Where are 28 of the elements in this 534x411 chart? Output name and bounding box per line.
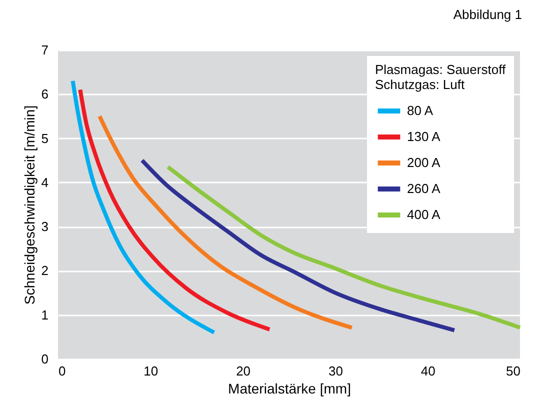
line-series	[70, 78, 216, 335]
line-series	[78, 88, 272, 332]
x-tick-label: 0	[58, 364, 66, 378]
y-tick-label: 0	[41, 352, 48, 366]
text: Plasmagas: Sauerstoff	[375, 62, 506, 77]
x-tick-label: 10	[144, 364, 158, 378]
y-tick-label: 5	[41, 130, 48, 146]
legend-label: 400 A	[407, 207, 441, 222]
y-tick-label: 7	[41, 42, 48, 58]
chart-title: Abbildung 1	[453, 7, 522, 22]
legend-label: 80 A	[407, 103, 434, 118]
line-series	[98, 114, 354, 330]
x-tick-label: 20	[236, 364, 251, 378]
y-tick-label: 2	[41, 263, 48, 278]
x-tick-label: 50	[506, 364, 520, 378]
x-tick-label: 30	[328, 364, 343, 378]
x-tick-label: 40	[420, 364, 436, 378]
legend-label: 260 A	[407, 181, 441, 196]
legend-label: 130 A	[407, 129, 441, 144]
y-tick-label: 1	[41, 307, 48, 322]
y-tick-label: 6	[41, 86, 48, 102]
x-axis-title: Materialstärke [mm]	[228, 380, 351, 396]
y-tick-label: 4	[41, 174, 48, 190]
y-tick-label: 3	[41, 219, 48, 234]
line-series	[140, 158, 456, 332]
text: Schutzgas: Luft	[375, 77, 465, 92]
legend-label: 200 A	[407, 155, 441, 170]
y-axis-title: Schneidgeschwindigkeit [m/min]	[21, 105, 38, 305]
